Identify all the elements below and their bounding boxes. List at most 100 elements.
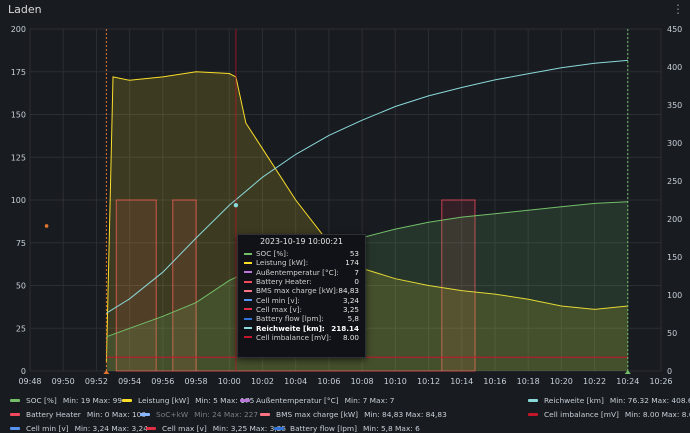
x-tick-label: 10:02	[251, 377, 274, 386]
y-right-tick-label: 300	[667, 139, 682, 148]
legend-stats: Min: 3,24 Max: 3,24	[74, 424, 148, 433]
legend-stats: Min: 5,8 Max: 6	[363, 424, 420, 433]
tooltip-row: BMS max charge [kW]: 84,83	[238, 286, 365, 295]
annotation-marker-head	[103, 370, 110, 374]
tooltip-rows: SOC [%]: 53 Leistung [kW]: 174 Außentemp…	[238, 249, 365, 342]
x-tick-label: 10:26	[649, 377, 672, 386]
legend-label: Cell max [v]	[162, 424, 207, 433]
x-tick-label: 09:56	[151, 377, 174, 386]
tooltip-swatch	[244, 317, 252, 320]
series-leistung	[105, 71, 628, 363]
y-right-tick-label: 100	[667, 291, 682, 300]
x-tick-label: 10:06	[317, 377, 340, 386]
tooltip-row: Cell max [v]: 3,25	[238, 305, 365, 314]
tooltip-value: 7	[354, 267, 359, 277]
y-left-tick-label: 75	[16, 239, 26, 248]
tooltip-row: Battery Heater: 0	[238, 277, 365, 286]
legend-item[interactable]: Battery Heater Min: 0 Max: 100	[10, 410, 146, 419]
tooltip-swatch	[244, 261, 252, 264]
tooltip-value: 3,25	[342, 304, 359, 314]
legend-label: Reichweite [km]	[544, 396, 604, 405]
tooltip-swatch	[244, 327, 252, 330]
y-right-tick-label: 250	[667, 177, 682, 186]
tooltip-value: 3,24	[342, 295, 359, 305]
tooltip-row: Außentemperatur [°C]: 7	[238, 268, 365, 277]
legend-item[interactable]: SoC+kW Min: 24 Max: 227	[140, 410, 258, 419]
legend-item[interactable]: BMS max charge [kW] Min: 84,83 Max: 84,8…	[260, 410, 447, 419]
legend-stats: Min: 7 Max: 7	[344, 396, 395, 405]
y-right-tick-label: 50	[667, 329, 677, 338]
tooltip-value: 8.00	[342, 332, 359, 342]
x-tick-label: 10:04	[284, 377, 307, 386]
legend-label: Battery flow [lpm]	[290, 424, 357, 433]
tooltip-swatch	[244, 299, 252, 302]
bms-point	[44, 224, 49, 228]
x-tick-label: 10:10	[384, 377, 407, 386]
legend-item[interactable]: Reichweite [km] Min: 76.32 Max: 408.66	[528, 396, 690, 405]
tooltip-swatch	[244, 289, 252, 292]
tooltip-row: Leistung [kW]: 174	[238, 258, 365, 267]
legend-item[interactable]: Leistung [kW] Min: 5 Max: 175	[122, 396, 254, 405]
y-right-tick-label: 200	[667, 215, 682, 224]
legend-label: Battery Heater	[26, 410, 81, 419]
x-tick-label: 10:16	[483, 377, 506, 386]
legend-swatch	[10, 399, 20, 402]
tooltip-label: Battery flow [lpm]:	[256, 314, 324, 324]
legend-label: BMS max charge [kW]	[276, 410, 359, 419]
legend-swatch	[122, 399, 132, 402]
legend-item[interactable]: Battery flow [lpm] Min: 5,8 Max: 6	[274, 424, 420, 433]
y-right-tick-label: 400	[667, 63, 682, 72]
legend-stats: Min: 0 Max: 100	[86, 410, 147, 419]
tooltip-value: 174	[345, 258, 359, 268]
legend-label: Cell imbalance [mV]	[544, 410, 619, 419]
tooltip-swatch	[244, 336, 252, 339]
tooltip-swatch	[244, 252, 252, 255]
legend-swatch	[274, 427, 284, 430]
legend-stats: Min: 8.00 Max: 8.00	[624, 410, 690, 419]
tooltip-row: Reichweite [km]: 218.14	[238, 323, 365, 333]
x-tick-label: 09:54	[118, 377, 141, 386]
legend-swatch	[140, 413, 150, 416]
tooltip-label: Cell imbalance [mV]:	[256, 332, 332, 342]
legend-stats: Min: 3,25 Max: 3,25	[212, 424, 287, 433]
y-left-tick-label: 200	[11, 25, 26, 34]
x-tick-label: 10:20	[550, 377, 573, 386]
legend-label: Leistung [kW]	[138, 396, 190, 405]
tooltip-row: Battery flow [lpm]: 5,8	[238, 314, 365, 323]
legend-item[interactable]: Außentemperatur [°C] Min: 7 Max: 7	[240, 396, 395, 405]
legend-item[interactable]: Cell min [v] Min: 3,24 Max: 3,24	[10, 424, 148, 433]
legend-item[interactable]: Cell imbalance [mV] Min: 8.00 Max: 8.00	[528, 410, 690, 419]
hover-tooltip: 2023-10-19 10:00:21 SOC [%]: 53 Leistung…	[237, 234, 366, 358]
left-axis-ticks: 200 175 150 125 100 75 50 25 0	[11, 25, 26, 376]
tooltip-time: 2023-10-19 10:00:21	[260, 237, 343, 246]
legend-item[interactable]: Cell max [v] Min: 3,25 Max: 3,25	[146, 424, 286, 433]
ellipsis-vertical-icon[interactable]: ⋮	[672, 2, 684, 16]
tooltip-label: Reichweite [km]:	[256, 323, 325, 333]
y-left-tick-label: 0	[21, 367, 26, 376]
legend-item[interactable]: SOC [%] Min: 19 Max: 99	[10, 396, 122, 405]
legend-swatch	[146, 427, 156, 430]
tooltip-value: 0	[354, 277, 359, 287]
x-tick-label: 10:08	[351, 377, 374, 386]
y-left-tick-label: 50	[16, 282, 26, 291]
tooltip-label: BMS max charge [kW]:	[256, 286, 339, 296]
legend-swatch	[240, 399, 250, 402]
x-tick-label: 09:52	[85, 377, 108, 386]
tooltip-swatch	[244, 280, 252, 283]
tooltip-label: Cell min [v]:	[256, 295, 300, 305]
legend-label: SOC [%]	[26, 396, 57, 405]
legend-stats: Min: 76.32 Max: 408.66	[609, 396, 690, 405]
tooltip-label: SOC [%]:	[256, 249, 289, 259]
y-left-tick-label: 100	[11, 196, 26, 205]
tooltip-label: Battery Heater:	[256, 277, 312, 287]
tooltip-value: 218.14	[331, 323, 359, 333]
tooltip-value: 53	[349, 249, 359, 259]
legend-swatch	[10, 413, 20, 416]
chart-grid	[29, 28, 662, 372]
y-left-tick-label: 175	[11, 68, 26, 77]
chart-series	[44, 29, 631, 374]
x-tick-label: 09:50	[52, 377, 75, 386]
tooltip-swatch	[244, 308, 252, 311]
legend-swatch	[528, 413, 538, 416]
